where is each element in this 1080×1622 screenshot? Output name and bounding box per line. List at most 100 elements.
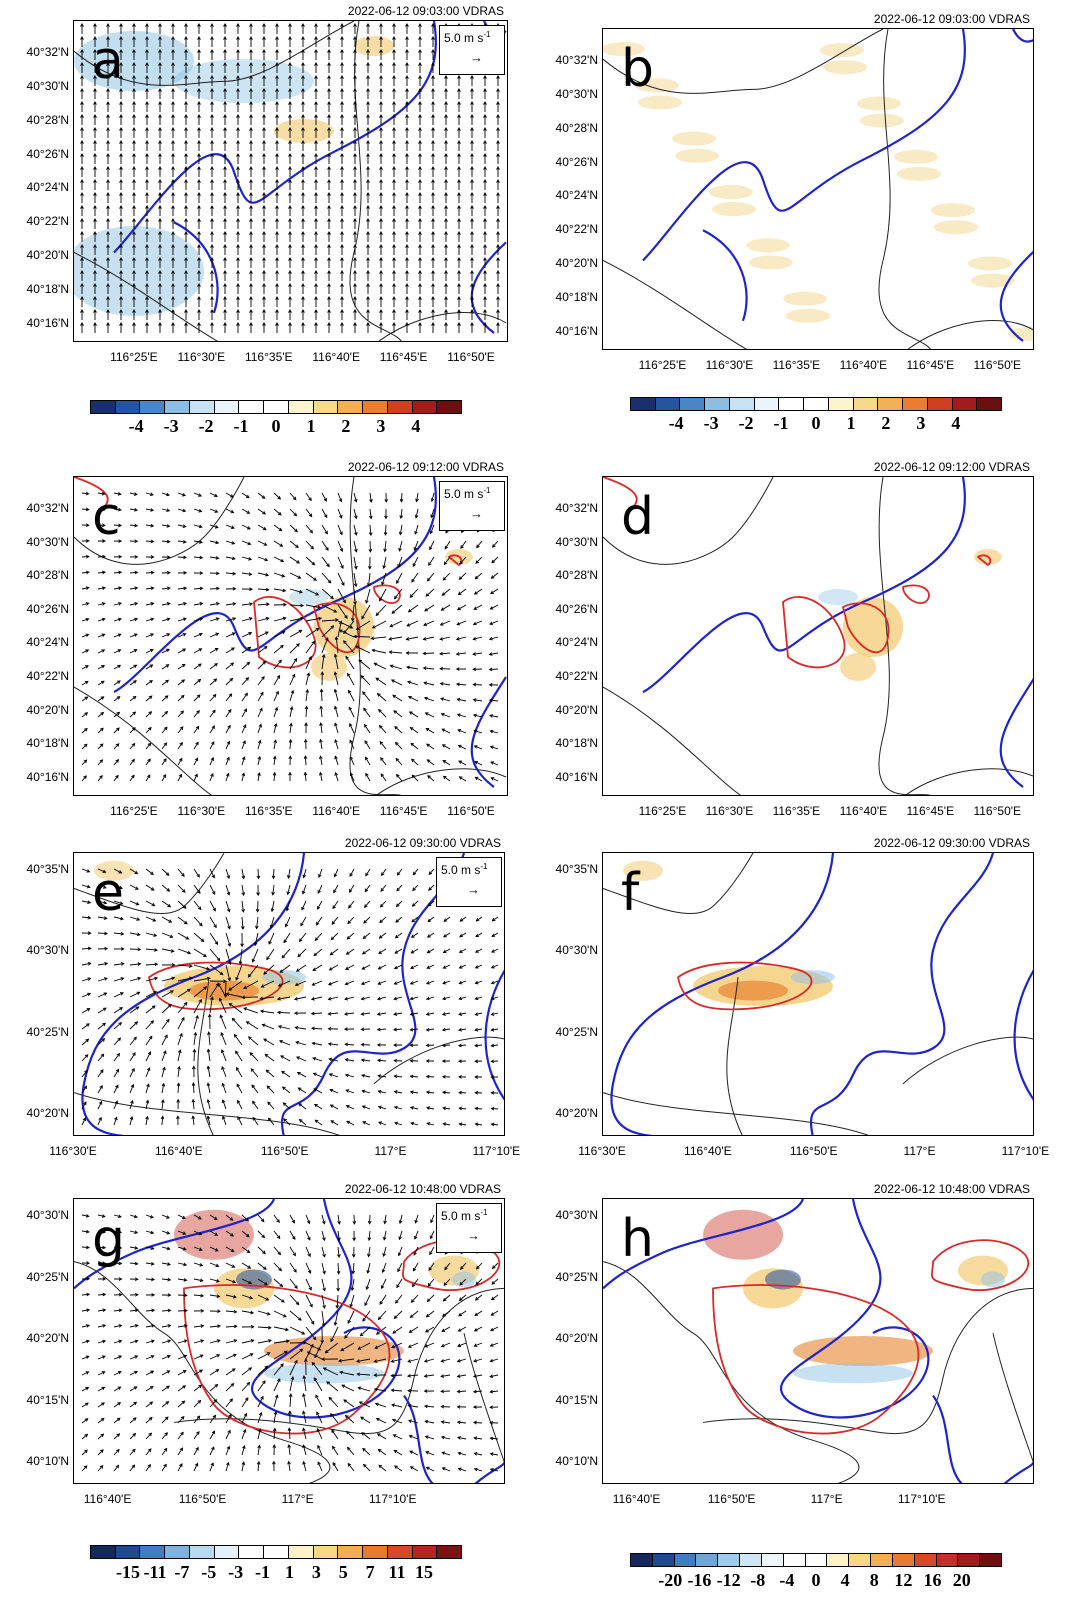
map-frame: f	[602, 852, 1034, 1136]
latitude-tick-label: 40°30'N	[26, 534, 69, 549]
reference-arrow-icon: →	[467, 882, 480, 897]
negative-shading	[452, 1271, 476, 1288]
reference-vector-exponent: -1	[483, 486, 491, 495]
latitude-tick-label: 40°28'N	[26, 568, 69, 583]
red-contour	[930, 1239, 1030, 1291]
colorbar-swatch	[761, 1554, 784, 1566]
positive-shading	[311, 653, 347, 681]
boundary-line	[349, 477, 402, 795]
boundary-line	[603, 1261, 860, 1483]
latitude-tick-label: 40°32'N	[26, 501, 69, 515]
longitude-tick-label: 117°10'E	[368, 1492, 417, 1506]
red-contour	[448, 554, 463, 566]
red-contour	[902, 584, 930, 604]
red-contour	[677, 961, 813, 1011]
latitude-tick-label: 40°24'N	[555, 188, 598, 203]
longitude-tick-label: 117°10'E	[1001, 1144, 1050, 1158]
latitude-tick-label: 40°20'N	[26, 1331, 69, 1346]
boundary-line	[349, 21, 402, 341]
colorbar-tick-label: 0	[271, 416, 281, 436]
colorbar-tick-label: -20	[658, 1570, 683, 1590]
panel-letter: f	[621, 863, 640, 923]
latitude-tick-label: 40°26'N	[555, 601, 598, 616]
boundary-line	[603, 686, 742, 795]
colorbar-swatch	[437, 401, 462, 413]
red-contour	[373, 584, 401, 604]
colorbar-g-strip	[90, 1545, 462, 1559]
colorbar-swatch	[313, 1546, 339, 1558]
longitude-tick-label: 116°40'E	[684, 1144, 732, 1158]
negative-shading	[74, 31, 194, 91]
colorbar-swatch	[718, 1554, 741, 1566]
negative-shading	[818, 589, 858, 605]
colorbar-tick-label: 2	[881, 413, 891, 433]
latitude-tick-label: 40°30'N	[26, 79, 69, 93]
colorbar-swatch	[631, 1554, 653, 1566]
boundary-line	[603, 477, 774, 565]
map-frame: e 5.0 m s-1 →	[73, 852, 505, 1136]
colorbar-swatch	[437, 1546, 462, 1558]
colorbar-tick-label: -16	[687, 1570, 712, 1590]
negative-shading	[264, 1363, 384, 1384]
colorbar-tick-label: -5	[201, 1562, 217, 1582]
positive-shading	[786, 308, 830, 323]
colorbar-swatch	[754, 398, 780, 410]
reference-vector-label: 5.0 m s-1	[441, 862, 488, 877]
red-contour	[183, 1284, 391, 1435]
negative-shading	[791, 970, 835, 985]
colorbar-h-strip	[630, 1553, 1002, 1567]
colorbar-tick-label: 16	[923, 1570, 942, 1590]
red-contour	[977, 554, 992, 566]
longitude-tick-label: 117°10'E	[472, 1144, 521, 1158]
panel-letter: g	[92, 1209, 126, 1269]
negative-shading	[74, 226, 204, 316]
map-canvas	[603, 477, 1033, 795]
reference-vector-label: 5.0 m s-1	[444, 486, 491, 501]
boundary-line	[902, 1036, 1033, 1085]
blue-contour	[403, 1394, 434, 1483]
panel-letter: e	[92, 863, 124, 923]
longitude-tick-label: 116°30'E	[177, 350, 226, 364]
boundary-line	[702, 1287, 1033, 1435]
boundary-line	[905, 768, 1033, 795]
panel-timestamp: 2022-06-12 09:12:00 VDRAS	[347, 460, 504, 474]
positive-shading	[783, 291, 827, 306]
positive-shading	[638, 95, 682, 110]
longitude-tick-label: 117°10'E	[897, 1492, 946, 1506]
colorbar-tick-label: -2	[198, 416, 214, 436]
positive-shading	[94, 860, 134, 881]
latitude-tick-label: 40°35'N	[555, 862, 598, 877]
colorbar-swatch	[783, 1554, 806, 1566]
longitude-tick-label: 116°45'E	[379, 804, 428, 818]
colorbar-swatch	[680, 398, 706, 410]
blue-contour	[281, 853, 466, 1135]
colorbar-tick-label: 3	[376, 416, 386, 436]
colorbar-tick-label: 2	[341, 416, 351, 436]
longitude-tick-label: 116°30'E	[578, 1144, 626, 1158]
positive-shading	[931, 203, 975, 218]
colorbar-tick-label: 15	[414, 1562, 433, 1582]
wind-vector-field	[81, 868, 499, 1127]
colorbar-swatch	[705, 398, 730, 410]
longitude-tick-label: 116°25'E	[638, 358, 687, 372]
longitude-tick-label: 116°35'E	[772, 358, 821, 372]
map-frame: d	[602, 476, 1034, 796]
latitude-tick-label: 40°30'N	[555, 87, 598, 101]
colorbar-tick-label: 4	[951, 413, 961, 433]
colorbar-swatch	[288, 1546, 314, 1558]
longitude-tick-label: 116°50'E	[973, 358, 1022, 372]
longitude-tick-label: 116°40'E	[612, 1492, 661, 1506]
latitude-tick-label: 40°15'N	[555, 1392, 598, 1407]
longitude-tick-label: 117°E	[903, 1144, 936, 1158]
map-frame: b	[602, 28, 1034, 350]
positive-shading	[820, 43, 864, 58]
colorbar-swatch	[804, 398, 829, 410]
longitude-tick-label: 116°50'E	[973, 804, 1022, 818]
panel-timestamp: 2022-06-12 09:30:00 VDRAS	[873, 836, 1030, 850]
latitude-tick-label: 40°30'N	[555, 534, 598, 549]
boundary-line	[603, 1092, 869, 1135]
colorbar-swatch	[214, 401, 240, 413]
colorbar-swatch	[189, 1546, 215, 1558]
colorbar-swatch	[288, 401, 314, 413]
positive-shading	[968, 256, 1012, 271]
